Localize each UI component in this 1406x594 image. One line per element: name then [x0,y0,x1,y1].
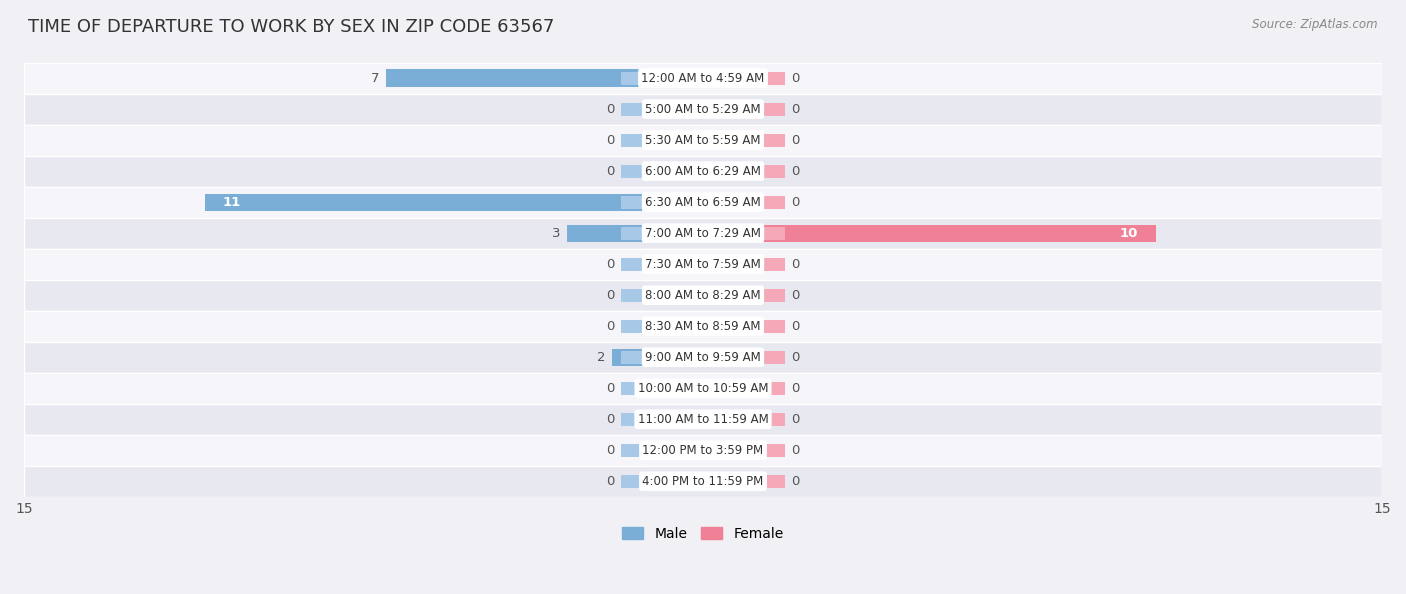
Bar [621,444,703,457]
Bar [703,320,785,333]
Text: 5:00 AM to 5:29 AM: 5:00 AM to 5:29 AM [645,103,761,116]
Text: 0: 0 [792,165,800,178]
Bar [621,350,703,364]
Bar [621,134,703,147]
Text: 7:30 AM to 7:59 AM: 7:30 AM to 7:59 AM [645,258,761,271]
Bar [24,311,1382,342]
Bar [24,280,1382,311]
Text: 0: 0 [606,475,614,488]
Bar [621,195,703,208]
Text: 9:00 AM to 9:59 AM: 9:00 AM to 9:59 AM [645,350,761,364]
Text: 0: 0 [792,289,800,302]
Text: 8:30 AM to 8:59 AM: 8:30 AM to 8:59 AM [645,320,761,333]
Bar [703,165,785,178]
Bar [703,226,785,239]
Bar [621,258,703,271]
Text: 7:00 AM to 7:29 AM: 7:00 AM to 7:29 AM [645,227,761,239]
Bar [621,71,703,84]
Bar [621,289,703,302]
Text: 0: 0 [792,195,800,208]
Bar [621,226,703,239]
Text: 0: 0 [606,134,614,147]
Bar [703,195,785,208]
Text: 7: 7 [371,71,380,84]
Bar [387,69,703,87]
Text: 0: 0 [792,475,800,488]
Text: 0: 0 [792,258,800,271]
Bar [703,258,785,271]
Text: 2: 2 [598,350,606,364]
Legend: Male, Female: Male, Female [617,521,789,546]
Text: 0: 0 [792,320,800,333]
Bar [24,187,1382,217]
Bar [703,134,785,147]
Bar [703,103,785,116]
Text: 6:30 AM to 6:59 AM: 6:30 AM to 6:59 AM [645,195,761,208]
Text: TIME OF DEPARTURE TO WORK BY SEX IN ZIP CODE 63567: TIME OF DEPARTURE TO WORK BY SEX IN ZIP … [28,18,554,36]
Text: 0: 0 [792,444,800,457]
Bar [703,350,785,364]
Bar [24,249,1382,280]
Bar [24,62,1382,93]
Bar [621,165,703,178]
Text: 3: 3 [553,227,561,239]
Text: 0: 0 [792,71,800,84]
Text: 10: 10 [1119,227,1137,239]
Text: 6:00 AM to 6:29 AM: 6:00 AM to 6:29 AM [645,165,761,178]
Bar [621,413,703,426]
Text: 0: 0 [792,134,800,147]
Text: 10:00 AM to 10:59 AM: 10:00 AM to 10:59 AM [638,382,768,395]
Text: 0: 0 [606,289,614,302]
Bar [24,342,1382,372]
Text: 12:00 PM to 3:59 PM: 12:00 PM to 3:59 PM [643,444,763,457]
Bar [613,349,703,366]
Text: 0: 0 [606,165,614,178]
Bar [621,382,703,395]
Text: 4:00 PM to 11:59 PM: 4:00 PM to 11:59 PM [643,475,763,488]
Text: 0: 0 [606,103,614,116]
Text: 11:00 AM to 11:59 AM: 11:00 AM to 11:59 AM [638,413,768,426]
Text: 0: 0 [792,350,800,364]
Text: 0: 0 [606,413,614,426]
Bar [24,435,1382,466]
Bar [24,125,1382,156]
Text: 0: 0 [606,382,614,395]
Bar [703,475,785,488]
Bar [621,103,703,116]
Text: 0: 0 [792,413,800,426]
Bar [24,466,1382,497]
Bar [621,320,703,333]
Bar [24,93,1382,125]
Text: 0: 0 [792,382,800,395]
Bar [24,372,1382,404]
Bar [703,289,785,302]
Bar [703,413,785,426]
Text: 0: 0 [792,103,800,116]
Text: 5:30 AM to 5:59 AM: 5:30 AM to 5:59 AM [645,134,761,147]
Bar [24,156,1382,187]
Text: 0: 0 [606,444,614,457]
Bar [205,194,703,211]
Text: 0: 0 [606,258,614,271]
Text: Source: ZipAtlas.com: Source: ZipAtlas.com [1253,18,1378,31]
Bar [621,475,703,488]
Bar [703,382,785,395]
Bar [703,225,1156,242]
Text: 0: 0 [606,320,614,333]
Bar [24,404,1382,435]
Text: 12:00 AM to 4:59 AM: 12:00 AM to 4:59 AM [641,71,765,84]
Bar [24,217,1382,249]
Bar [567,225,703,242]
Bar [703,444,785,457]
Text: 11: 11 [224,195,242,208]
Bar [703,71,785,84]
Text: 8:00 AM to 8:29 AM: 8:00 AM to 8:29 AM [645,289,761,302]
